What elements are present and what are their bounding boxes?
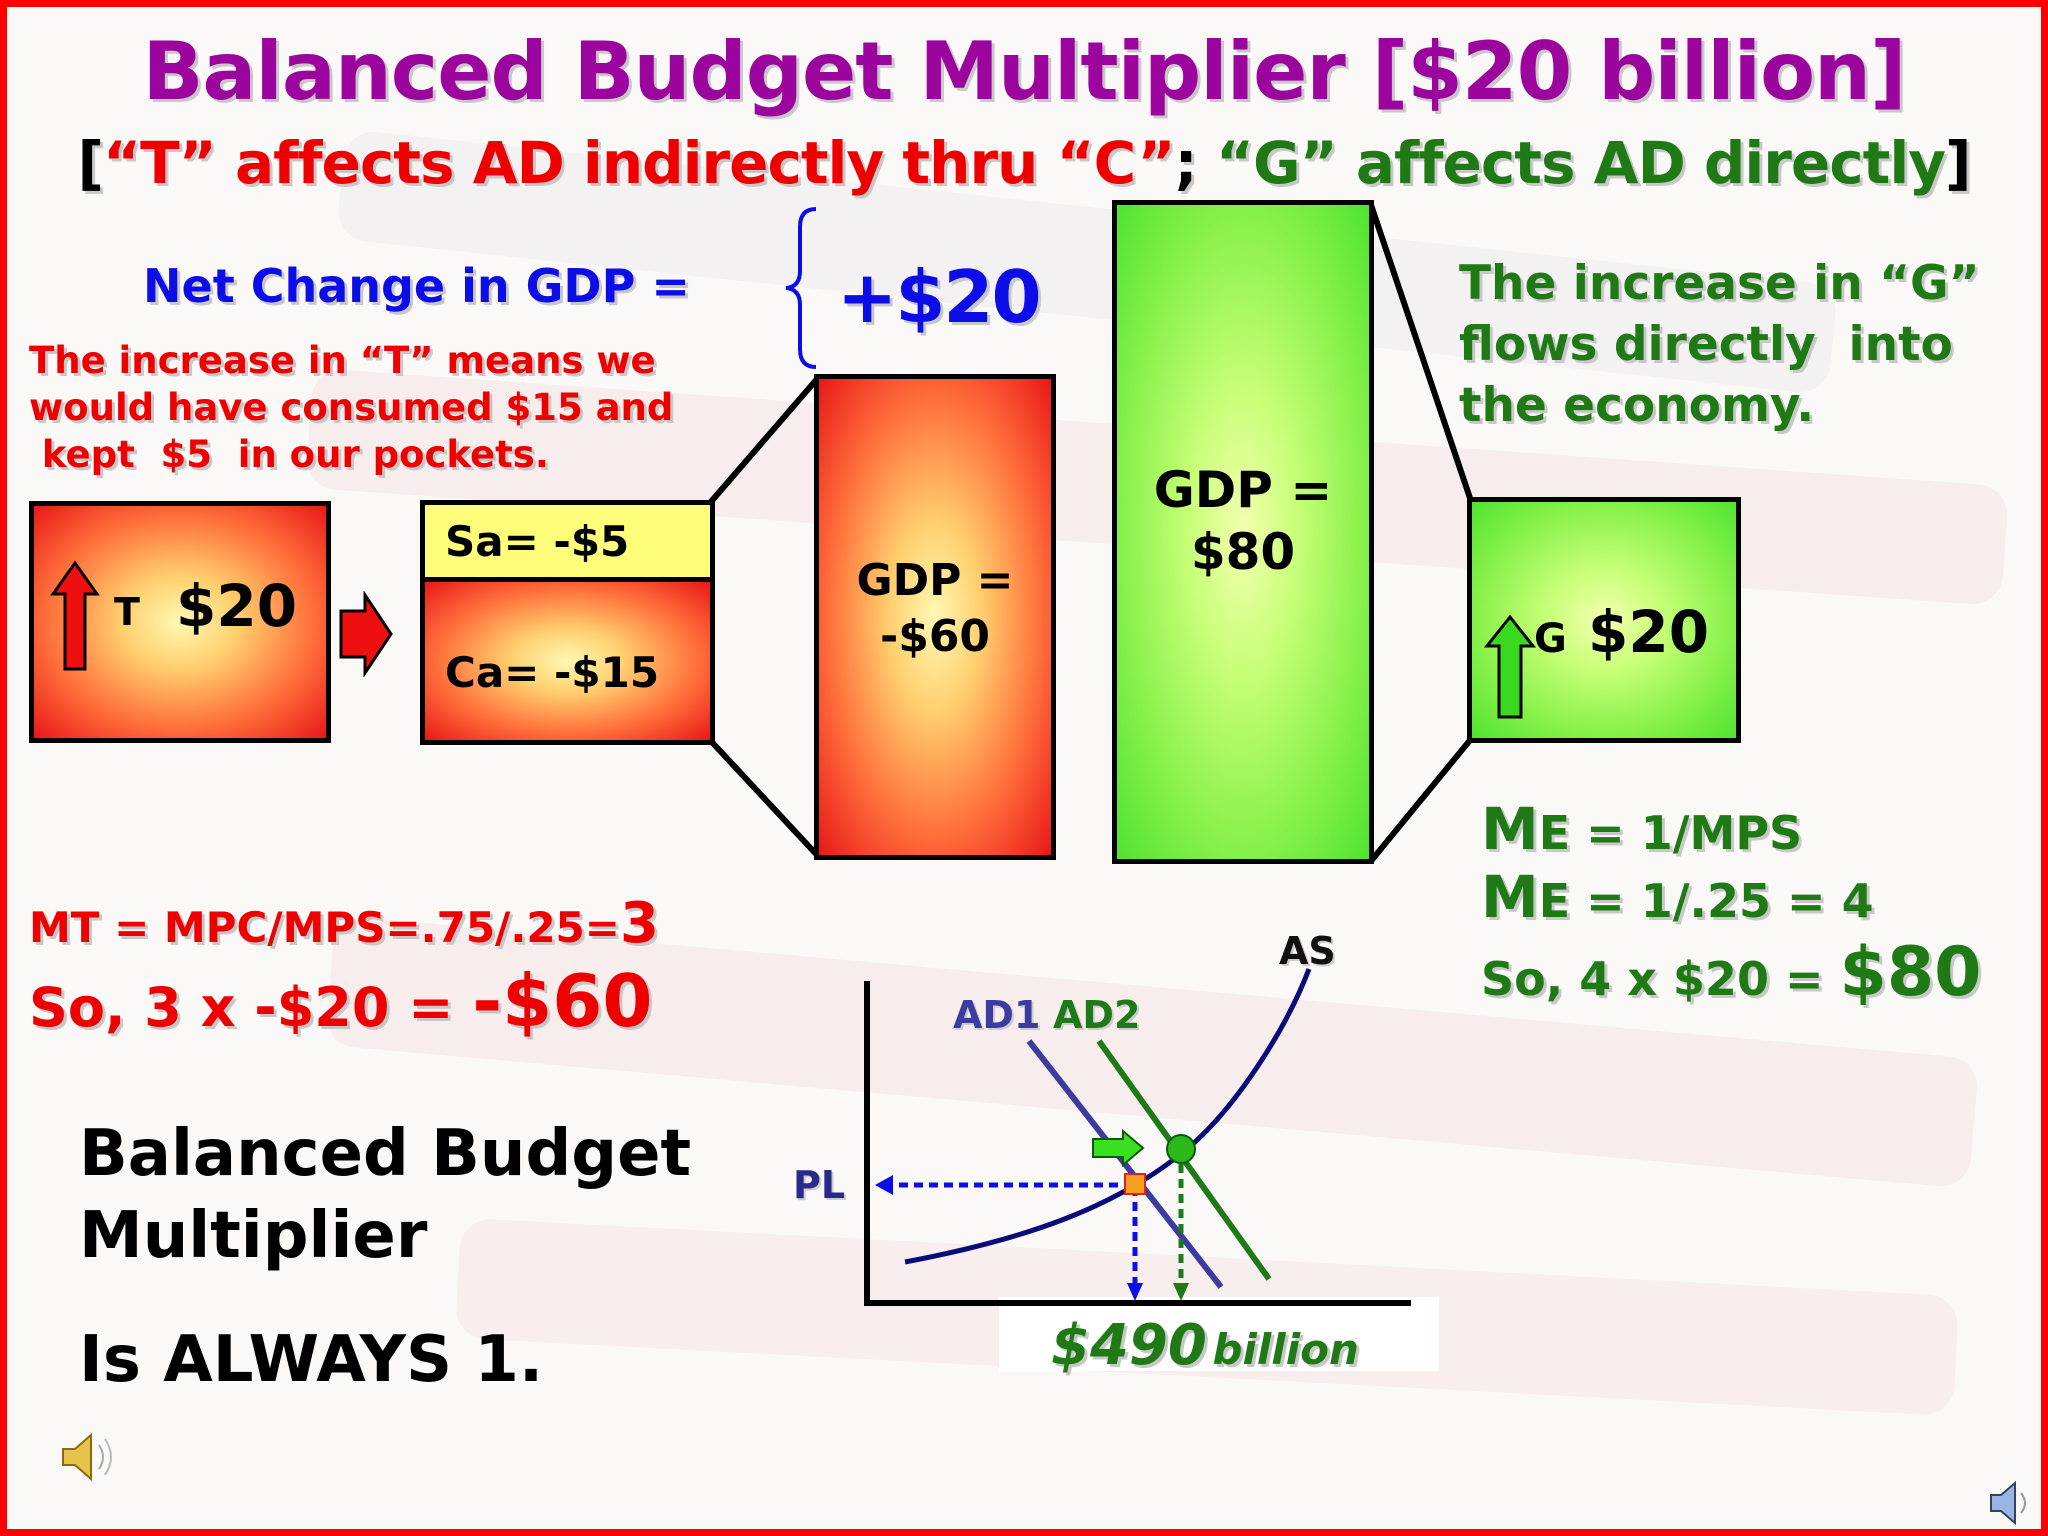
- tax-note: The increase in “T” means we would have …: [29, 337, 673, 478]
- conclusion-line: Balanced Budget: [79, 1117, 692, 1191]
- conclusion-line: Is ALWAYS 1.: [79, 1323, 544, 1397]
- slide-subtitle: [“T” affects AD indirectly thru “C”; “G”…: [7, 129, 2041, 197]
- tax-multiplier-value: 3: [619, 891, 659, 956]
- saving-label: Sa= -$5: [445, 517, 630, 566]
- expenditure-multiplier-calc-text: = 1/.25 = 4: [1586, 874, 1874, 928]
- consumption-label: Ca= -$15: [445, 648, 660, 697]
- tax-multiplier-text: MT = MPC/MPS=.75/.25=: [29, 903, 620, 952]
- ad-as-graph: AS AD1 AD2 PL $490 billion: [767, 917, 1447, 1378]
- tax-multiplier-result: So, 3 x -$20 = -$60: [29, 959, 652, 1043]
- tax-letter: T: [114, 590, 140, 634]
- gdp-value: $490: [1051, 1313, 1207, 1378]
- ad1-label: AD1: [953, 993, 1041, 1037]
- expenditure-multiplier-calculation: ME = 1/.25 = 4: [1481, 863, 1874, 931]
- graph-label-backdrop: [999, 1297, 1439, 1371]
- expenditure-multiplier-formula: ME = 1/MPS: [1481, 795, 1802, 863]
- tax-multiplier-result-value: -$60: [472, 959, 653, 1043]
- subtitle-bracket-open: [: [77, 129, 103, 197]
- up-arrow-icon: [1484, 614, 1536, 719]
- gdp-increase-label: GDP =: [1153, 461, 1333, 519]
- equilibrium-point-ad1: [1124, 1173, 1146, 1195]
- right-arrow-icon: [339, 591, 393, 677]
- expenditure-multiplier-result-value: $80: [1839, 933, 1982, 1012]
- box-connector-lines: [706, 204, 1474, 863]
- subtitle-separator: ;: [1174, 129, 1197, 197]
- tax-amount: $20: [176, 572, 298, 640]
- up-arrow-icon: [50, 560, 100, 671]
- slide-title: Balanced Budget Multiplier [$20 billion]: [142, 25, 1906, 118]
- gdp-increase-box: GDP = $80: [1112, 200, 1374, 864]
- net-change-value: +$20: [837, 255, 1042, 339]
- gdp-unit: billion: [1212, 1325, 1359, 1374]
- subtitle-bracket-close: ]: [1945, 129, 1971, 197]
- gdp-value-label: $490 billion: [1051, 1313, 1359, 1378]
- tax-note-line: The increase in “T” means we: [29, 339, 656, 382]
- speaker-icon[interactable]: [1985, 1475, 2041, 1531]
- price-level-arrowhead: [875, 1175, 893, 1195]
- tax-note-line: would have consumed $15 and: [29, 386, 674, 429]
- shift-right-arrow-icon: [1092, 1128, 1145, 1168]
- price-level-label: PL: [793, 1163, 846, 1207]
- as-label: AS: [1279, 929, 1336, 973]
- graph-canvas: [864, 968, 1411, 1306]
- equilibrium-point-ad2: [1166, 1134, 1196, 1164]
- gdp-decrease-box: GDP = -$60: [814, 374, 1056, 860]
- gov-note-line: flows directly into: [1459, 317, 1953, 372]
- consumption-box: Ca= -$15: [420, 577, 715, 745]
- speaker-icon[interactable]: [57, 1427, 127, 1487]
- tax-note-line: kept $5 in our pockets.: [29, 433, 549, 476]
- government-letter: G: [1534, 616, 1567, 662]
- curly-brace-icon: [785, 207, 817, 369]
- saving-box: Sa= -$5: [420, 500, 715, 582]
- government-amount: $20: [1588, 598, 1710, 666]
- expenditure-multiplier-result-text: So, 4 x $20 =: [1481, 952, 1840, 1006]
- subtitle-gov-part: “G” affects AD directly: [1215, 129, 1946, 197]
- gdp-guide-ad2-arrowhead: [1173, 1283, 1189, 1301]
- multiplier-symbol: ME: [1481, 863, 1571, 931]
- gdp-increase-value: $80: [1190, 523, 1296, 581]
- tax-multiplier-result-text: So, 3 x -$20 =: [29, 976, 473, 1039]
- tax-multiplier-formula: MT = MPC/MPS=.75/.25=3: [29, 891, 659, 956]
- expenditure-multiplier-text: = 1/MPS: [1586, 806, 1803, 860]
- gdp-decrease-value: -$60: [879, 611, 991, 662]
- government-box: G $20: [1467, 497, 1741, 743]
- multiplier-symbol: ME: [1481, 795, 1571, 863]
- expenditure-multiplier-result: So, 4 x $20 = $80: [1481, 933, 1981, 1012]
- gov-note-line: The increase in “G”: [1459, 256, 1980, 311]
- gdp-decrease-label: GDP =: [856, 555, 1014, 606]
- net-change-label: Net Change in GDP =: [143, 259, 690, 313]
- conclusion-line: Multiplier: [79, 1199, 428, 1273]
- tax-box: T $20: [29, 501, 331, 743]
- subtitle-tax-part: “T” affects AD indirectly thru “C”: [102, 129, 1176, 197]
- gov-note-line: the economy.: [1459, 378, 1815, 433]
- gov-note: The increase in “G” flows directly into …: [1459, 253, 1979, 436]
- ad2-label: AD2: [1053, 993, 1141, 1037]
- gdp-guide-ad1-arrowhead: [1127, 1283, 1143, 1301]
